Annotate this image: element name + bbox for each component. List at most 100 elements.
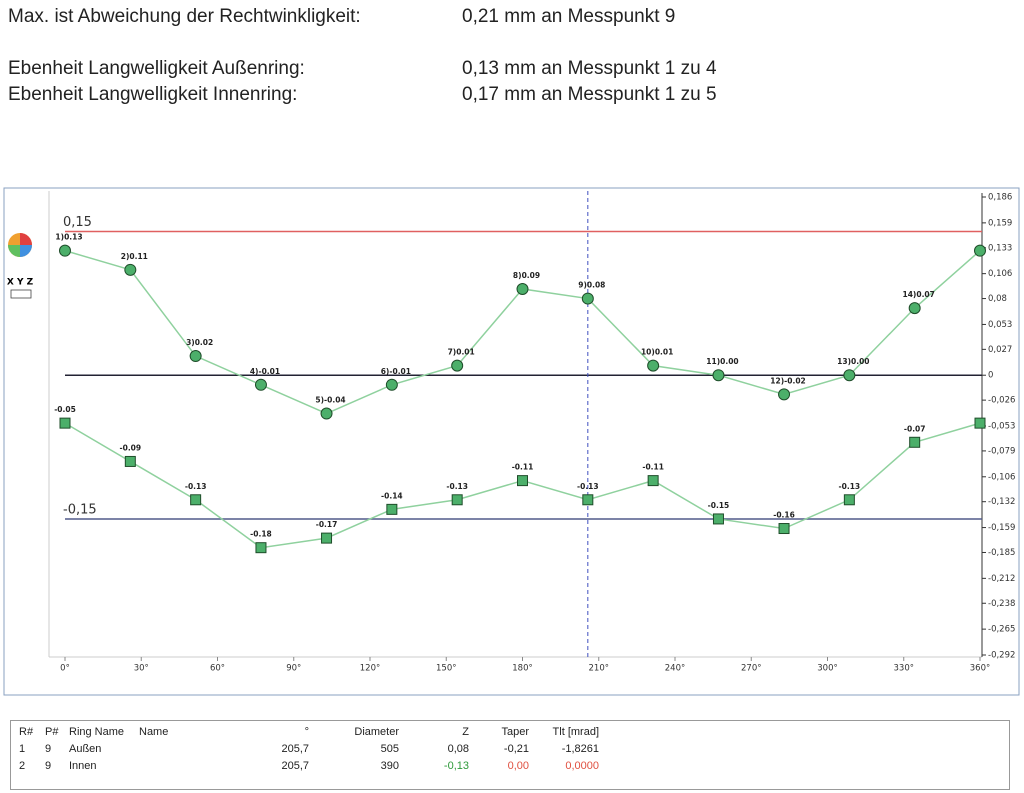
th: °: [304, 726, 309, 738]
point: [385, 378, 398, 391]
cell: 1: [19, 743, 26, 755]
data-label: 3)0.02: [186, 338, 213, 347]
data-label: 13)0.00: [837, 357, 869, 366]
th: Z: [462, 726, 469, 738]
point: [451, 494, 463, 506]
point: [582, 494, 594, 506]
y-tick-label: -0,106: [988, 472, 1015, 482]
y-tick-label: 0,133: [988, 243, 1012, 253]
data-label: 6)-0.01: [381, 367, 411, 376]
point: [647, 359, 660, 372]
point: [124, 263, 137, 276]
data-label: 10)0.01: [641, 348, 673, 357]
x-tick-label: 0°: [60, 664, 70, 674]
x-tick-label: 90°: [286, 664, 301, 674]
data-label: -0.18: [250, 530, 272, 539]
x-tick-label: 120°: [360, 664, 380, 674]
data-label: -0.05: [54, 405, 76, 414]
point: [581, 292, 594, 305]
chart-frame: [3, 187, 1020, 696]
y-tick-label: 0,186: [988, 193, 1012, 203]
x-tick-label: 300°: [817, 664, 837, 674]
point: [451, 359, 464, 372]
cell: Außen: [69, 743, 102, 755]
cell: 0,08: [447, 743, 469, 755]
y-tick-label: -0,292: [988, 651, 1015, 661]
cell: Innen: [69, 760, 97, 772]
data-label: 8)0.09: [513, 271, 540, 280]
y-tick-label: -0,053: [988, 422, 1015, 432]
data-label: 4)-0.01: [250, 367, 280, 376]
app-icon: [8, 233, 32, 299]
point: [778, 388, 791, 401]
point: [320, 407, 333, 420]
y-tick-label: -0,079: [988, 446, 1015, 456]
icon-label: X Y Z: [7, 278, 34, 288]
point: [189, 350, 202, 363]
table: R# P# Ring Name Name ° Diameter Z Taper …: [19, 724, 599, 775]
y-tick-label: 0,159: [988, 218, 1012, 228]
data-label: 9)0.08: [578, 281, 605, 290]
th: Name: [139, 726, 169, 738]
point: [517, 475, 528, 487]
point: [712, 513, 724, 525]
point: [778, 523, 790, 535]
x-tick-label: 180°: [512, 664, 532, 674]
point: [909, 436, 921, 448]
cell: 0,0000: [565, 760, 599, 772]
th: Ring Name: [69, 726, 125, 738]
point: [190, 494, 202, 506]
x-tick-label: 150°: [436, 664, 456, 674]
cell: 205,7: [281, 743, 309, 755]
cell: -0,21: [503, 743, 529, 755]
point: [59, 244, 71, 257]
x-tick-label: 360°: [970, 664, 990, 674]
chart: X Y Z 0,186 0,159 0,133 0,106 0,08 0,053 0,027…: [3, 187, 1020, 696]
y-tick-label: 0,08: [988, 294, 1007, 304]
header-label: Ebenheit Langwelligkeit Außenring:: [8, 58, 305, 79]
y-tick-label: -0,132: [988, 497, 1015, 507]
y-tick-label: -0,238: [988, 599, 1015, 609]
point: [974, 417, 986, 429]
data-label: -0.17: [316, 520, 338, 529]
y-tick-label: 0,027: [988, 345, 1012, 355]
x-tick-label: 330°: [894, 664, 914, 674]
x-tick-label: 210°: [589, 664, 609, 674]
th: Taper: [501, 726, 529, 738]
reference-label: -0,15: [63, 502, 97, 517]
data-label: 12)-0.02: [770, 376, 805, 385]
point: [647, 475, 659, 487]
result-table: R# P# Ring Name Name ° Diameter Z Taper …: [10, 720, 1010, 790]
cell: 505: [380, 743, 399, 755]
point: [255, 542, 267, 554]
point: [843, 494, 855, 506]
data-label: -0.11: [512, 463, 534, 472]
data-label: -0.13: [577, 482, 599, 491]
data-label: 11)0.00: [706, 357, 738, 366]
y-tick-label: -0,159: [988, 523, 1015, 533]
data-label: -0.09: [120, 443, 142, 452]
data-label: -0.16: [773, 511, 795, 520]
th: Tlt [mrad]: [552, 726, 599, 738]
point: [908, 302, 921, 315]
cell: 9: [45, 743, 52, 755]
data-label: -0.07: [904, 424, 926, 433]
data-label: -0.13: [839, 482, 861, 491]
y-tick-label: 0,053: [988, 320, 1012, 330]
th: Diameter: [354, 726, 399, 738]
data-label: -0.13: [446, 482, 468, 491]
point: [516, 282, 529, 295]
point: [321, 532, 333, 544]
point: [254, 378, 267, 391]
cell: 9: [45, 760, 52, 772]
cell: -0,13: [443, 760, 469, 772]
y-tick-label: 0: [988, 371, 993, 381]
cell: 390: [380, 760, 399, 772]
y-tick-label: -0,026: [988, 396, 1015, 406]
point: [59, 417, 71, 429]
point: [712, 369, 725, 382]
cell: -1,8261: [561, 743, 599, 755]
data-label: 14)0.07: [902, 290, 934, 299]
header-label: Ebenheit Langwelligkeit Innenring:: [8, 84, 298, 105]
data-label: -0.15: [708, 501, 730, 510]
